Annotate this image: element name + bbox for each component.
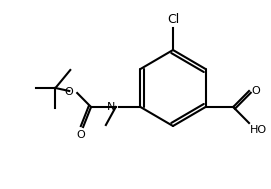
Text: HO: HO <box>250 125 267 135</box>
Text: O: O <box>77 130 86 140</box>
Text: O: O <box>64 87 73 97</box>
Text: N: N <box>107 102 116 112</box>
Text: Cl: Cl <box>167 13 179 26</box>
Text: O: O <box>251 86 260 96</box>
